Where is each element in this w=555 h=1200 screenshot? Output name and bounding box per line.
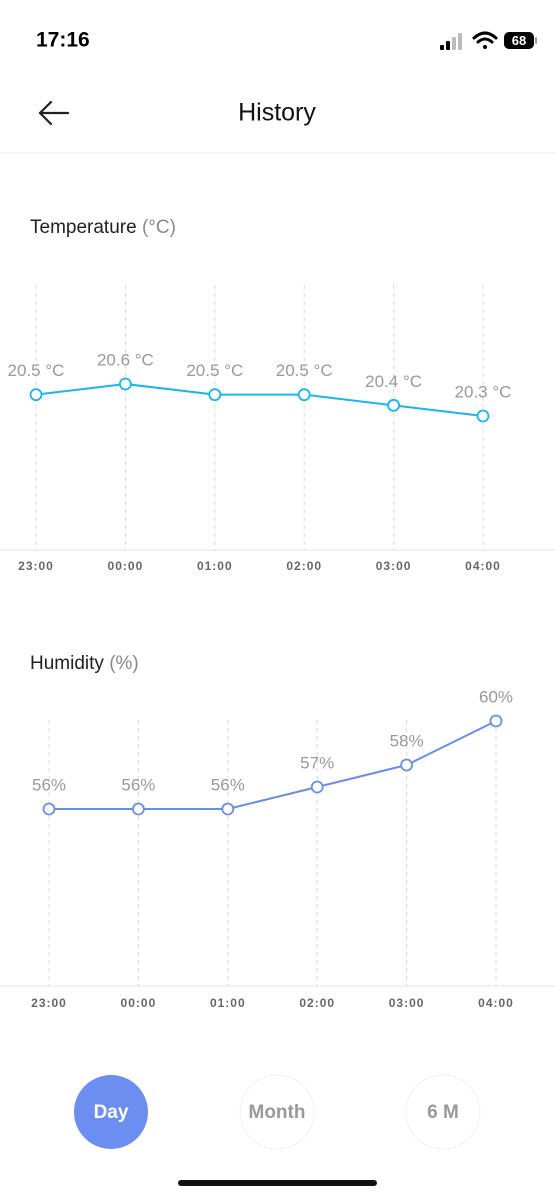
x-tick-label: 03:00 (389, 996, 425, 1010)
point (387, 398, 401, 412)
plots: 23:00 00:00 01:00 02:00 03:00 04:00 20.5 °C 20.… (0, 285, 555, 1010)
chart-unit: (%) (109, 653, 139, 674)
x-tick-label: 04:00 (465, 559, 501, 573)
x-tick-label: 00:00 (121, 996, 157, 1010)
status-time: 17:16 (36, 29, 90, 52)
x-tick-label: 01:00 (210, 996, 246, 1010)
battery-level: 68 (512, 33, 526, 48)
line (35, 382, 484, 417)
data-label: 20.5 °C (186, 361, 243, 380)
point (29, 388, 43, 402)
data-label: 56% (32, 775, 66, 794)
six-month-label: 6 M (427, 1102, 459, 1123)
x-tick-label: 00:00 (108, 559, 144, 573)
chart-unit: (°C) (142, 217, 176, 238)
home-indicator (178, 1180, 377, 1186)
point (208, 388, 222, 402)
chart-title: Temperature (°C) (30, 217, 176, 238)
header-title: History (238, 99, 316, 127)
wifi-icon (472, 31, 498, 49)
chart-title: Humidity (%) (30, 653, 139, 674)
data-label: 60% (479, 687, 513, 706)
x-tick-label: 23:00 (31, 996, 67, 1010)
data-label: 56% (121, 775, 155, 794)
data-label: 58% (390, 731, 424, 750)
line (49, 720, 497, 810)
data-label: 20.6 °C (97, 350, 154, 369)
point (221, 802, 235, 816)
x-tick-label: 04:00 (478, 996, 514, 1010)
chart-title-text: Humidity (30, 653, 104, 674)
point (42, 802, 56, 816)
back-button[interactable] (38, 100, 70, 126)
battery-icon (504, 32, 534, 49)
battery-tip (535, 37, 537, 44)
data-label: 20.5 °C (276, 361, 333, 380)
point (310, 780, 324, 794)
chart-title-text: Temperature (30, 217, 137, 238)
x-tick-label: 02:00 (286, 559, 322, 573)
x-tick-label: 02:00 (299, 996, 335, 1010)
six-month-button[interactable] (405, 1074, 481, 1150)
data-label: 20.4 °C (365, 372, 422, 391)
x-tick-label: 23:00 (18, 559, 54, 573)
data-label: 57% (300, 753, 334, 772)
day-label: Day (94, 1102, 129, 1123)
data-label: 20.5 °C (8, 361, 65, 380)
day-button[interactable] (74, 1075, 148, 1149)
point (476, 409, 490, 423)
signal-icon (440, 33, 462, 50)
point (297, 388, 311, 402)
point (131, 802, 145, 816)
data-label: 56% (211, 775, 245, 794)
x-tick-label: 03:00 (376, 559, 412, 573)
point (400, 758, 414, 772)
month-label: Month (249, 1102, 306, 1123)
month-button[interactable] (239, 1074, 315, 1150)
point (119, 377, 132, 391)
x-tick-label: 01:00 (197, 559, 233, 573)
data-label: 20.3 °C (455, 382, 512, 401)
point (489, 714, 503, 728)
